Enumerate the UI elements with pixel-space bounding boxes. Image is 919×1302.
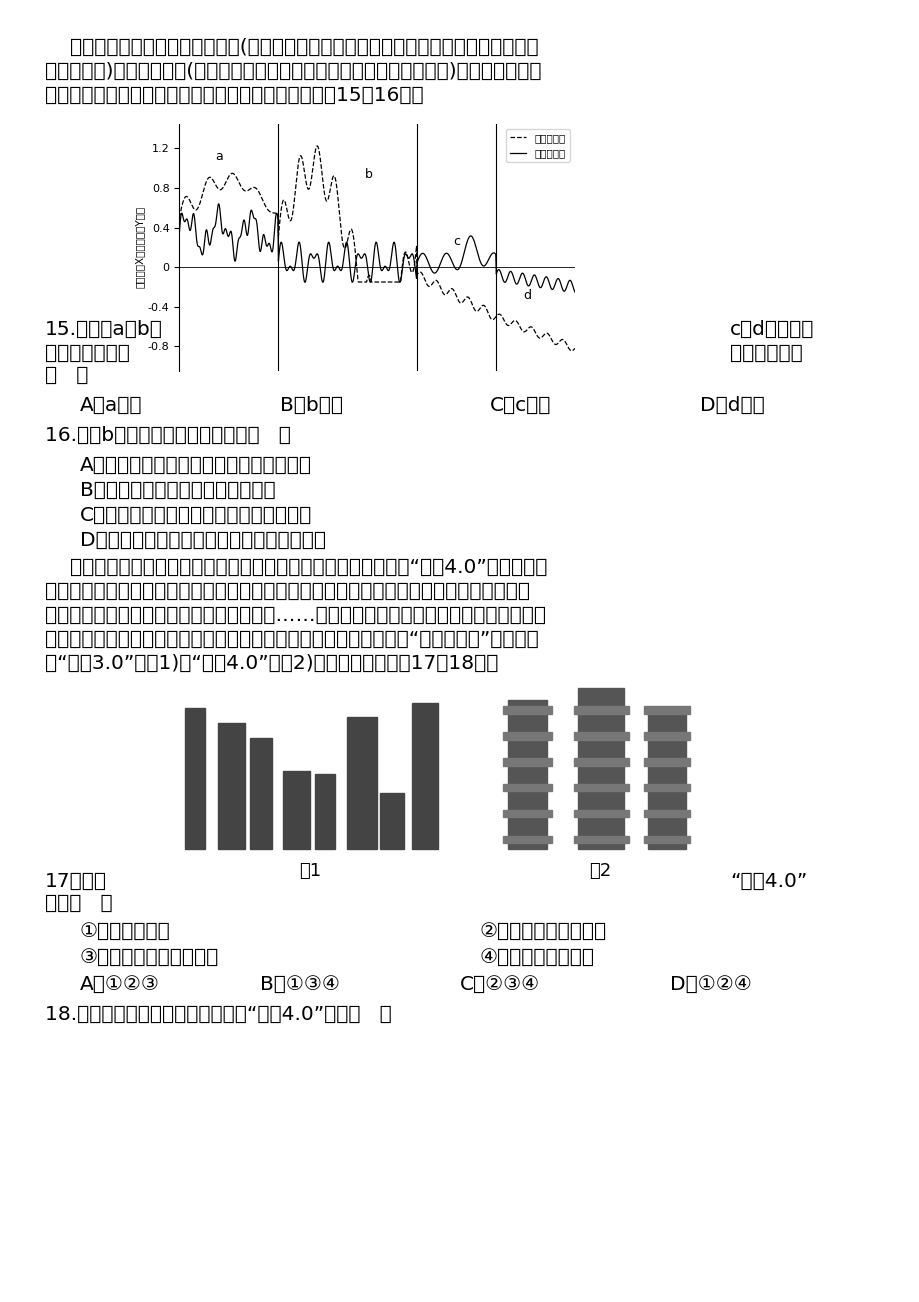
- Bar: [347, 717, 376, 849]
- 景观城市化: [213, 197, 224, 212]
- 景观城市化: [174, 225, 185, 241]
- Text: 的土地，可种树、种花、种菜、遛狗、养鸟……在空中占一亩地就会带来数十亩长满花草的: 的土地，可种树、种花、种菜、遛狗、养鸟……在空中占一亩地就会带来数十亩长满花草的: [45, 605, 545, 625]
- Text: 城市剖面: 城市剖面: [357, 312, 397, 331]
- 人文城市化: [403, 258, 414, 273]
- Bar: [573, 732, 628, 740]
- Text: D．d区域: D．d区域: [699, 396, 764, 415]
- Text: 城市化过程可以分为景观城市化(即人们所观察到的城市景观的变化，如道路、建筑物、: 城市化过程可以分为景观城市化(即人们所观察到的城市景观的变化，如道路、建筑物、: [70, 38, 538, 57]
- Bar: [507, 700, 547, 849]
- Text: d: d: [523, 289, 531, 302]
- Bar: [643, 758, 689, 766]
- 景观城市化: [425, 263, 437, 279]
- Legend: 人文城市化, 景观城市化: 人文城市化, 景观城市化: [505, 129, 569, 163]
- Text: 16.有关b区域，下列说法正确的是（   ）: 16.有关b区域，下列说法正确的是（ ）: [45, 426, 290, 445]
- Bar: [643, 706, 689, 713]
- Text: 18.从大气循环和水循环的角度看，“住房4.0”可以（   ）: 18.从大气循环和水循环的角度看，“住房4.0”可以（ ）: [45, 1005, 391, 1023]
- Text: 水平最高的是: 水平最高的是: [729, 344, 802, 363]
- 人文城市化: [565, 342, 576, 358]
- Bar: [577, 687, 623, 849]
- Text: c: c: [452, 236, 460, 249]
- Text: “住房4.0”: “住房4.0”: [729, 872, 806, 891]
- Text: b: b: [365, 168, 373, 181]
- Bar: [314, 775, 335, 849]
- 景观城市化: [414, 247, 425, 263]
- Text: 市局部区域剖面的景观与人文发展指数分布。据此回答15～16题。: 市局部区域剖面的景观与人文发展指数分布。据此回答15～16题。: [45, 86, 423, 105]
- Bar: [282, 771, 310, 849]
- Text: A．目前景观发育程度较高，城市规划合理: A．目前景观发育程度较高，城市规划合理: [80, 456, 312, 475]
- Bar: [503, 706, 551, 713]
- Bar: [503, 784, 551, 792]
- Bar: [573, 706, 628, 713]
- 景观城市化: [569, 284, 580, 299]
- Line: 景观城市化: 景观城市化: [179, 204, 574, 292]
- Bar: [186, 707, 204, 849]
- Bar: [503, 732, 551, 740]
- 人文城市化: [174, 210, 185, 225]
- Text: C．②③④: C．②③④: [460, 975, 539, 993]
- Bar: [573, 836, 628, 844]
- 人文城市化: [414, 264, 425, 280]
- Bar: [643, 836, 689, 844]
- Text: ②促进城市化深度发展: ②促进城市化深度发展: [480, 922, 607, 941]
- Bar: [573, 810, 628, 818]
- Text: 图1: 图1: [299, 862, 321, 880]
- 人文城市化: [312, 138, 323, 154]
- Bar: [643, 784, 689, 792]
- 人文城市化: [515, 320, 526, 336]
- Text: 城市森林花园是清华大学建筑设计院设计的第四代住房，被誉为“住房4.0”，每家都有: 城市森林花园是清华大学建筑设计院设计的第四代住房，被誉为“住房4.0”，每家都有: [70, 559, 547, 577]
- Text: 中，城市化发展: 中，城市化发展: [45, 344, 130, 363]
- Text: C．需合理规划城市，加强人文城市化建设: C．需合理规划城市，加强人文城市化建设: [80, 506, 312, 525]
- Text: 图2: 图2: [588, 862, 610, 880]
- Text: a: a: [215, 150, 222, 163]
- Text: D．城市建设相对落后，应努力提高人口素质: D．城市建设相对落后，应努力提高人口素质: [80, 531, 325, 549]
- Text: （   ）: （ ）: [45, 366, 88, 385]
- 人文城市化: [569, 341, 580, 357]
- Text: B．①③④: B．①③④: [260, 975, 339, 993]
- Text: B．今后需加强城市基础设施的建设: B．今后需加强城市基础设施的建设: [80, 480, 276, 500]
- Bar: [648, 712, 685, 849]
- Text: 绿地增多等)与人文城市化(即人的变化，如人口素质提高、生活方式改变等)。如图表示某城: 绿地增多等)与人文城市化(即人的变化，如人口素质提高、生活方式改变等)。如图表示…: [45, 62, 541, 81]
- 景观城市化: [198, 242, 209, 258]
- Text: B．b区域: B．b区域: [279, 396, 343, 415]
- Bar: [503, 758, 551, 766]
- Text: ③改善城市居民居住环境: ③改善城市居民居住环境: [80, 948, 219, 967]
- 人文城市化: [474, 301, 485, 316]
- Bar: [573, 758, 628, 766]
- Bar: [218, 723, 244, 849]
- Text: ①增加城市绿地: ①增加城市绿地: [80, 922, 171, 941]
- Y-axis label: 景观发展X与人文发展Y指数: 景观发展X与人文发展Y指数: [135, 206, 145, 289]
- 人文城市化: [425, 276, 437, 292]
- 人文城市化: [198, 182, 209, 198]
- Line: 人文城市化: 人文城市化: [179, 146, 574, 350]
- 景观城市化: [474, 253, 485, 268]
- 景观城市化: [515, 268, 526, 284]
- Bar: [573, 784, 628, 792]
- Bar: [380, 793, 403, 849]
- Bar: [643, 732, 689, 740]
- Text: 15.该城市a、b、: 15.该城市a、b、: [45, 320, 163, 339]
- Text: C．c区域: C．c区域: [490, 396, 550, 415]
- Text: c、d四个区域: c、d四个区域: [729, 320, 813, 339]
- Text: 单独的庭院，外墙长满绿色植物，还有一处两层楼高的空中室外私人小院及一块几十平方米: 单独的庭院，外墙长满绿色植物，还有一处两层楼高的空中室外私人小院及一块几十平方米: [45, 582, 529, 602]
- Bar: [643, 810, 689, 818]
- 景观城市化: [403, 250, 414, 266]
- Text: D．①②④: D．①②④: [669, 975, 751, 993]
- Text: 读“住房3.0”（图1)和“住房4.0”（图2)景观对比图，完成17～18题。: 读“住房3.0”（图1)和“住房4.0”（图2)景观对比图，完成17～18题。: [45, 654, 498, 673]
- Bar: [412, 703, 437, 849]
- Text: 可以（   ）: 可以（ ）: [45, 894, 112, 913]
- Text: 17．建设: 17．建设: [45, 872, 107, 891]
- Text: A．①②③: A．①②③: [80, 975, 160, 993]
- Text: 院子，一处建筑就相当于一片森林，使住在繁华城市中心的人们实现“回归大自然”的梦想。: 院子，一处建筑就相当于一片森林，使住在繁华城市中心的人们实现“回归大自然”的梦想…: [45, 630, 539, 648]
- Bar: [250, 738, 271, 849]
- Text: ④改善市内大气环境: ④改善市内大气环境: [480, 948, 595, 967]
- Bar: [503, 836, 551, 844]
- Text: A．a区域: A．a区域: [80, 396, 142, 415]
- Bar: [503, 810, 551, 818]
